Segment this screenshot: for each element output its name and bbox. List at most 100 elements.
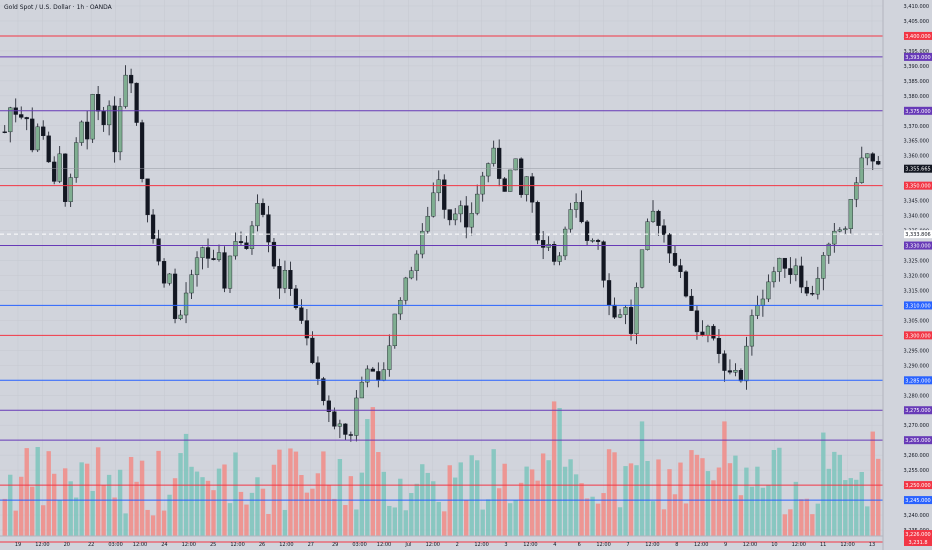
candle-body xyxy=(667,234,672,254)
candle-body xyxy=(601,241,606,281)
volume-bar xyxy=(46,451,51,536)
candle-body xyxy=(271,241,277,267)
time-tick-label: 12:00 xyxy=(474,542,488,548)
time-tick-label: 24 xyxy=(161,542,167,548)
time-tick-label: 12:00 xyxy=(377,542,391,548)
volume-bar xyxy=(139,460,145,536)
candle-body xyxy=(442,179,447,210)
volume-bar xyxy=(722,421,727,536)
candle-body xyxy=(348,434,353,436)
candle-body xyxy=(282,270,288,289)
volume-bar xyxy=(865,506,870,536)
volume-bar xyxy=(848,478,853,536)
volume-bar xyxy=(376,452,381,536)
volume-bar xyxy=(595,503,601,536)
candle-body xyxy=(128,74,134,84)
candle-body xyxy=(24,117,29,120)
candle-body xyxy=(194,257,200,275)
candle-body xyxy=(183,292,189,316)
candle-body xyxy=(304,320,310,339)
volume-bar xyxy=(332,498,337,536)
level-tag xyxy=(904,301,932,310)
candlesticks xyxy=(2,65,881,442)
volume-bar xyxy=(73,497,79,536)
volume-bar xyxy=(744,467,749,536)
volume-bar xyxy=(436,501,441,536)
volume-bar xyxy=(738,495,744,536)
time-tick-label: 12:00 xyxy=(840,542,854,548)
candle-body xyxy=(321,378,326,402)
current-price-tag xyxy=(904,164,932,173)
volume-bar xyxy=(238,491,244,536)
candle-body xyxy=(233,241,238,257)
candle-body xyxy=(771,271,776,283)
candle-body xyxy=(716,338,722,354)
level-tag-label: 3,375.000 xyxy=(905,109,930,115)
volume-bar xyxy=(205,480,211,536)
volume-bar xyxy=(799,499,804,536)
candle-body xyxy=(107,105,112,126)
time-tick-label: 12:00 xyxy=(596,542,610,548)
candle-body xyxy=(403,277,408,301)
candle-body xyxy=(513,158,518,171)
candle-body xyxy=(573,202,579,210)
volume-bar xyxy=(694,454,700,536)
candle-body xyxy=(777,257,782,272)
volume-bar xyxy=(244,504,249,536)
candle-body xyxy=(156,238,161,262)
price-tick-label: 3,360.000 xyxy=(904,154,929,160)
volume-bar xyxy=(359,472,365,536)
time-tick-label: 12:00 xyxy=(426,542,440,548)
price-tick-label: 3,315.000 xyxy=(904,288,929,294)
candle-body xyxy=(799,265,804,288)
volume-bar xyxy=(387,505,392,536)
volume-bar xyxy=(667,469,672,536)
candle-body xyxy=(628,307,634,334)
volume-bar xyxy=(876,458,881,536)
volume-bar xyxy=(711,480,716,536)
volume-bar xyxy=(310,488,315,536)
volume-bar xyxy=(216,468,222,536)
volume-bar xyxy=(645,460,650,536)
candle-body xyxy=(172,273,178,319)
volume-bar xyxy=(304,492,310,536)
level-tag-label: 3,245.000 xyxy=(905,498,930,504)
candle-body xyxy=(112,105,117,153)
volume-bar xyxy=(793,481,799,536)
candle-body xyxy=(200,247,205,258)
volume-bar xyxy=(804,498,810,536)
candle-body xyxy=(469,212,474,228)
volume-bar xyxy=(68,481,73,536)
candle-body xyxy=(299,307,304,321)
candle-body xyxy=(744,345,749,382)
volume-bar xyxy=(458,462,463,536)
candle-body xyxy=(74,142,79,178)
volume-bar xyxy=(2,498,7,536)
candle-body xyxy=(579,202,584,223)
price-tick-label: 3,305.000 xyxy=(904,318,929,324)
volume-bar xyxy=(749,486,755,536)
candle-body xyxy=(590,239,595,242)
volume-bar xyxy=(601,493,606,536)
candle-body xyxy=(249,225,255,249)
candle-body xyxy=(68,177,73,202)
candle-body xyxy=(837,229,842,232)
time-axis[interactable]: 19 12:00 20 22 03:00 12:00 24 12:00 25 12:00 26 12:… xyxy=(15,542,875,548)
time-tick-label: 12:00 xyxy=(182,542,196,548)
candle-body xyxy=(530,176,535,203)
chart-title: Gold Spot / U.S. Dollar · 1h · OANDA xyxy=(4,4,113,11)
candle-body xyxy=(848,199,853,229)
volume-bar xyxy=(95,447,101,536)
candle-body xyxy=(238,241,244,243)
volume-bar xyxy=(859,472,864,536)
volume-bar xyxy=(464,499,469,536)
time-tick-label: 20 xyxy=(64,542,70,548)
time-tick-label: 27 xyxy=(308,542,314,548)
volume-bar xyxy=(491,449,496,536)
time-tick-label: 12:00 xyxy=(645,542,659,548)
price-tick-label: 3,385.000 xyxy=(904,79,929,85)
candle-body xyxy=(425,216,430,232)
crosshair-tag xyxy=(904,230,932,239)
volume-bar xyxy=(189,466,194,536)
